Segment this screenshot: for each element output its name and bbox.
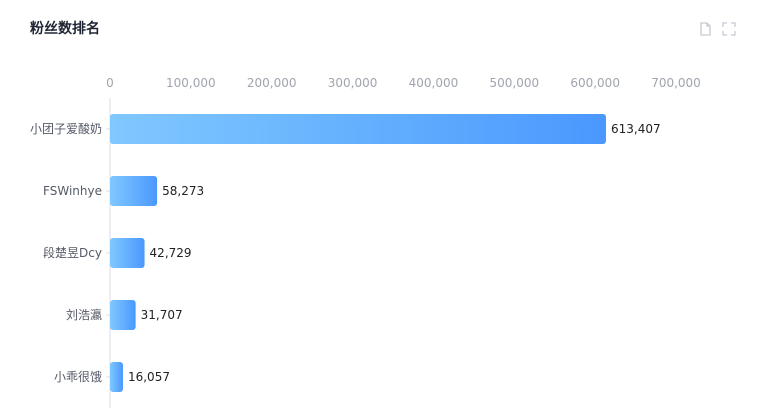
bar-value-label: 613,407 (611, 122, 661, 136)
y-category-label: 刘浩瀛 (66, 307, 102, 322)
y-category-label: FSWinhye (43, 184, 102, 198)
x-tick-label: 400,000 (409, 76, 459, 90)
x-tick-label: 200,000 (247, 76, 297, 90)
y-category-label: 段楚昱Dcy (43, 245, 102, 260)
x-tick-label: 300,000 (328, 76, 378, 90)
bar[interactable] (110, 176, 158, 206)
y-category-label: 小团子爱酸奶 (30, 121, 102, 136)
bar-value-label: 42,729 (150, 246, 192, 260)
chart-title: 粉丝数排名 (30, 21, 100, 37)
x-axis-ticks: 0 100,000 200,000 300,000 400,000 500,000 600,… (106, 76, 701, 90)
bar-value-label: 16,057 (128, 370, 170, 384)
x-tick-label: 600,000 (570, 76, 620, 90)
x-tick-label: 0 (106, 76, 114, 90)
bars-group: 小团子爱酸奶 613,407 FSWinhye 58,273 段楚昱Dcy 42,729 刘… (30, 114, 661, 392)
chart-toolbar (698, 22, 736, 36)
copy-icon[interactable] (698, 22, 712, 36)
x-tick-label: 500,000 (489, 76, 539, 90)
x-tick-label: 100,000 (166, 76, 216, 90)
y-category-label: 小乖很饿 (54, 370, 102, 384)
bar-value-label: 31,707 (141, 308, 183, 322)
fullscreen-icon[interactable] (722, 22, 736, 36)
bar[interactable] (110, 362, 123, 392)
x-tick-label: 700,000 (651, 76, 701, 90)
bar[interactable] (110, 114, 606, 144)
bar-value-label: 58,273 (162, 184, 204, 198)
bar[interactable] (110, 300, 136, 330)
bar[interactable] (110, 238, 145, 268)
